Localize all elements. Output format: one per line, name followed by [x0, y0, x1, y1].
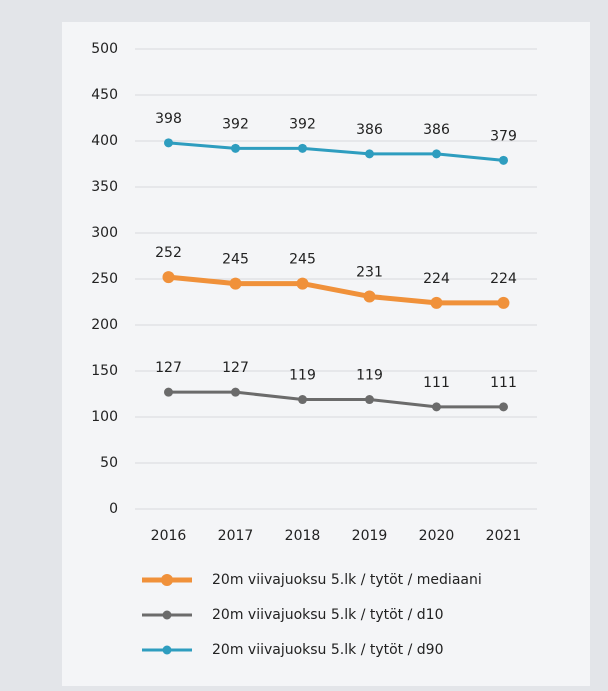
point — [497, 296, 510, 309]
chart-panel — [62, 22, 590, 686]
data-label: 119 — [289, 368, 316, 384]
data-label: 398 — [155, 111, 182, 127]
point — [296, 277, 309, 290]
point — [164, 387, 173, 397]
point — [499, 402, 508, 412]
legend-marker — [162, 610, 172, 620]
point — [229, 277, 242, 290]
data-label: 224 — [490, 271, 517, 287]
point — [164, 138, 173, 148]
data-label: 111 — [423, 375, 450, 391]
legend-label: 20m viivajuoksu 5.lk / tytöt / mediaani — [212, 572, 482, 588]
data-label: 392 — [222, 116, 249, 132]
series-line — [168, 274, 504, 306]
y-tick-label: 150 — [91, 363, 118, 379]
y-tick-label: 500 — [91, 41, 118, 57]
point — [363, 290, 376, 303]
point — [298, 395, 307, 405]
data-label: 392 — [289, 116, 316, 132]
data-label: 224 — [423, 271, 450, 287]
x-tick-label: 2021 — [486, 528, 522, 544]
y-tick-label: 0 — [109, 501, 118, 517]
y-tick-label: 100 — [91, 409, 118, 425]
y-tick-label: 50 — [100, 455, 118, 471]
legend-label: 20m viivajuoksu 5.lk / tytöt / d90 — [212, 642, 444, 658]
point — [365, 395, 374, 405]
y-tick-label: 350 — [91, 179, 118, 195]
y-tick-label: 200 — [91, 317, 118, 333]
data-label: 119 — [356, 368, 383, 384]
point — [162, 271, 175, 284]
y-tick-label: 400 — [91, 133, 118, 149]
point — [430, 296, 443, 309]
point — [499, 155, 508, 165]
point — [365, 149, 374, 159]
point — [231, 143, 240, 153]
point — [231, 387, 240, 397]
point — [432, 149, 441, 159]
data-label: 386 — [423, 122, 450, 138]
data-label: 127 — [222, 360, 249, 376]
series-line — [168, 390, 504, 409]
y-tick-label: 250 — [91, 271, 118, 287]
data-label: 379 — [490, 128, 517, 144]
y-tick-label: 300 — [91, 225, 118, 241]
data-label: 245 — [222, 252, 249, 268]
series-line — [168, 141, 504, 162]
data-label: 386 — [356, 122, 383, 138]
x-tick-label: 2020 — [419, 528, 455, 544]
legend-label: 20m viivajuoksu 5.lk / tytöt / d10 — [212, 607, 444, 623]
data-label: 245 — [289, 252, 316, 268]
y-tick-label: 450 — [91, 87, 118, 103]
x-tick-label: 2017 — [218, 528, 254, 544]
data-label: 252 — [155, 245, 182, 261]
point — [298, 143, 307, 153]
x-tick-label: 2018 — [285, 528, 321, 544]
data-label: 111 — [490, 375, 517, 391]
x-tick-label: 2016 — [151, 528, 187, 544]
legend-marker — [161, 574, 173, 586]
point — [432, 402, 441, 412]
x-tick-label: 2019 — [352, 528, 388, 544]
legend-marker — [162, 645, 172, 655]
data-label: 127 — [155, 360, 182, 376]
data-label: 231 — [356, 264, 383, 280]
